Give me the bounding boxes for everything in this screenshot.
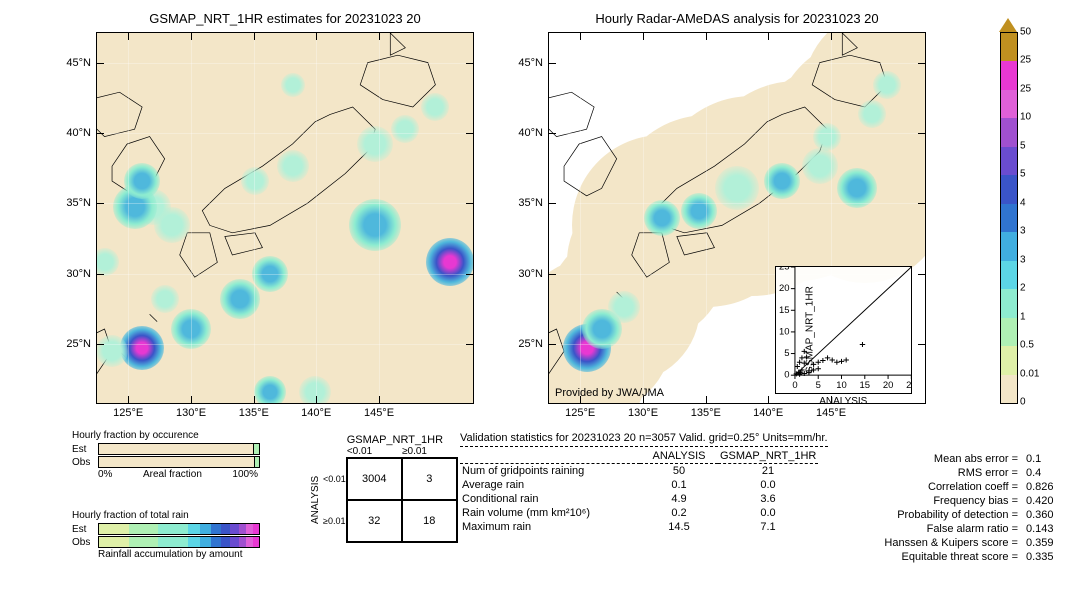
scatter-svg: 00 5 5 10 10 15 15 20 20 25 25: [776, 267, 911, 393]
validation-stats: Validation statistics for 20231023 20 n=…: [460, 432, 828, 534]
occurrence-bars: Hourly fraction by occurence EstObs0%Are…: [72, 430, 260, 480]
grid-left: 125°E130°E135°E140°E145°E45°N40°N35°N30°…: [97, 33, 473, 403]
svg-text:10: 10: [836, 380, 847, 390]
total-rain-title: Hourly fraction of total rain: [72, 510, 260, 521]
scatter-x-label: ANALYSIS: [776, 396, 911, 407]
svg-text:0: 0: [792, 380, 797, 390]
svg-text:25: 25: [906, 380, 911, 390]
error-metrics: Mean abs error =0.1RMS error =0.4Correla…: [830, 452, 1070, 564]
colorbar-bar: [1000, 32, 1018, 404]
map-left-title: GSMAP_NRT_1HR estimates for 20231023 20: [97, 11, 473, 26]
map-left: GSMAP_NRT_1HR estimates for 20231023 20 …: [96, 32, 474, 404]
svg-text:20: 20: [779, 284, 790, 294]
provided-by-label: Provided by JWA/JMA: [555, 387, 664, 399]
svg-text:15: 15: [859, 380, 870, 390]
occurrence-title: Hourly fraction by occurence: [72, 430, 260, 441]
svg-text:0: 0: [784, 370, 789, 380]
map-right-title: Hourly Radar-AMeDAS analysis for 2023102…: [549, 11, 925, 26]
scatter-y-label: GSMAP_NRT_1HR: [804, 286, 815, 374]
svg-text:25: 25: [779, 267, 790, 271]
colorbar: 00.010.5123345510252550: [1000, 32, 1016, 402]
svg-text:20: 20: [882, 380, 893, 390]
svg-text:15: 15: [779, 305, 790, 315]
total-rain-bars: Hourly fraction of total rain EstObsRain…: [72, 510, 260, 560]
svg-text:10: 10: [779, 327, 790, 337]
scatter-inset: 00551010151520202525 ANALYSIS GSMAP_NRT_…: [775, 266, 912, 394]
colorbar-over-arrow: [999, 18, 1017, 32]
map-right: Hourly Radar-AMeDAS analysis for 2023102…: [548, 32, 926, 404]
svg-text:5: 5: [784, 348, 789, 358]
svg-text:5: 5: [815, 380, 820, 390]
contingency-table: GSMAP_NRT_1HR<0.01≥0.01ANALYSIS<0.01≥0.0…: [310, 434, 458, 543]
